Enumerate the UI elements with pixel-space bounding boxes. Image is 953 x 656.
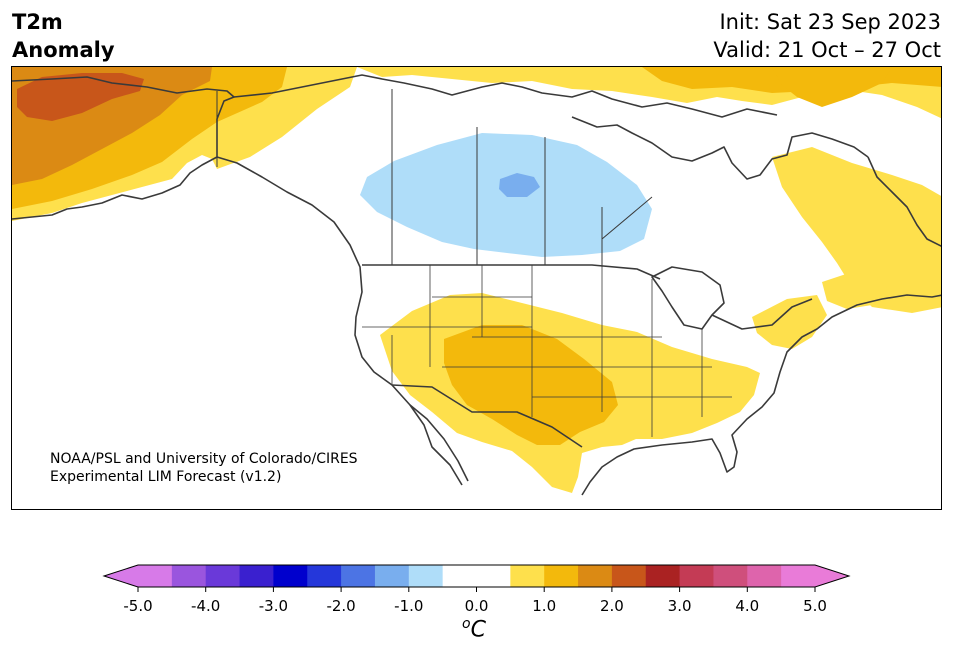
credit-line-1: NOAA/PSL and University of Colorado/CIRE… [50, 451, 358, 467]
colorbar-cell [239, 565, 274, 587]
credit-line-2: Experimental LIM Forecast (v1.2) [50, 469, 282, 485]
colorbar-cell [510, 565, 545, 587]
map-title: T2m Anomaly [12, 8, 115, 64]
gulf-coastline [581, 294, 941, 496]
colorbar-cell [307, 565, 342, 587]
geographic-lines [12, 74, 941, 496]
baja-coast [409, 404, 463, 486]
alaska-coastline [12, 76, 235, 220]
forecast-dates: Init: Sat 23 Sep 2023 Valid: 21 Oct – 27… [713, 8, 941, 64]
title-line-2: Anomaly [12, 38, 115, 62]
canada-province-borders [216, 89, 653, 267]
colorbar-cell [374, 565, 410, 587]
anomaly-map: NOAA/PSL and University of Colorado/CIRE… [11, 66, 942, 510]
colorbar-over-arrow [815, 565, 849, 587]
labrador-coast [867, 156, 941, 247]
colorbar-cell [578, 565, 613, 587]
colorbar-cell [645, 565, 681, 587]
baffin-warm-core [772, 67, 892, 107]
colorbar-tick-label: 5.0 [803, 597, 827, 615]
colorbar-unit: oC [462, 616, 486, 642]
colorbar-tick-label: -2.0 [326, 597, 355, 615]
us-mexico-border [391, 384, 583, 448]
colorbar-cell [171, 565, 207, 587]
anomaly-fills [12, 67, 941, 493]
colorbar-cell [205, 565, 241, 587]
colorbar-cell [341, 565, 376, 587]
colorbar-under-arrow [104, 565, 138, 587]
title-line-1: T2m [12, 10, 63, 34]
alaska-warmest-core [17, 73, 144, 121]
colorbar-cell [611, 565, 647, 587]
hudson-bay-coast [571, 116, 869, 180]
colorbar-cell [679, 565, 714, 587]
colorbar-tick-label: -4.0 [191, 597, 220, 615]
init-date: Init: Sat 23 Sep 2023 [719, 10, 941, 34]
colorbar-cell [408, 565, 444, 587]
valid-date: Valid: 21 Oct – 27 Oct [713, 38, 941, 62]
credit-text: NOAA/PSL and University of Colorado/CIRE… [50, 450, 358, 486]
maritimes-warm [822, 272, 892, 309]
arctic-coastline [233, 74, 778, 118]
colorbar-cell [273, 565, 308, 587]
colorbar-cell [442, 565, 477, 587]
colorbar-tick-label: 3.0 [668, 597, 692, 615]
colorbar-cell [138, 565, 173, 587]
unit-degree-symbol: o [462, 616, 471, 632]
colorbar-tick-label: 4.0 [735, 597, 759, 615]
map-canvas [12, 67, 941, 496]
colorbar-tick-label: 2.0 [600, 597, 624, 615]
colorbar-cell [713, 565, 748, 587]
colorbar-tick-label: 1.0 [532, 597, 556, 615]
colorbar-cell [476, 565, 511, 587]
us-state-borders [362, 265, 732, 437]
southwest-us-warm-core [444, 325, 618, 445]
east-canada-warm [772, 147, 941, 313]
central-canada-cool-core [499, 173, 540, 197]
colorbar-tick-label: 0.0 [465, 597, 489, 615]
colorbar-tick-label: -1.0 [394, 597, 423, 615]
colorbar-tick-label: -5.0 [123, 597, 152, 615]
colorbar-cells [102, 564, 851, 588]
colorbar-cell [781, 565, 816, 587]
colorbar-cell [544, 565, 579, 587]
northeast-us-warm [752, 295, 827, 349]
west-coastline [216, 156, 469, 482]
unit-letter: C [470, 617, 486, 643]
colorbar-tick-label: -3.0 [259, 597, 288, 615]
colorbar-cell [747, 565, 782, 587]
colorbar-ticks: -5.0 -4.0 -3.0 -2.0 -1.0 0.0 1.0 2.0 3.0 4.0 5.0 [123, 587, 827, 615]
